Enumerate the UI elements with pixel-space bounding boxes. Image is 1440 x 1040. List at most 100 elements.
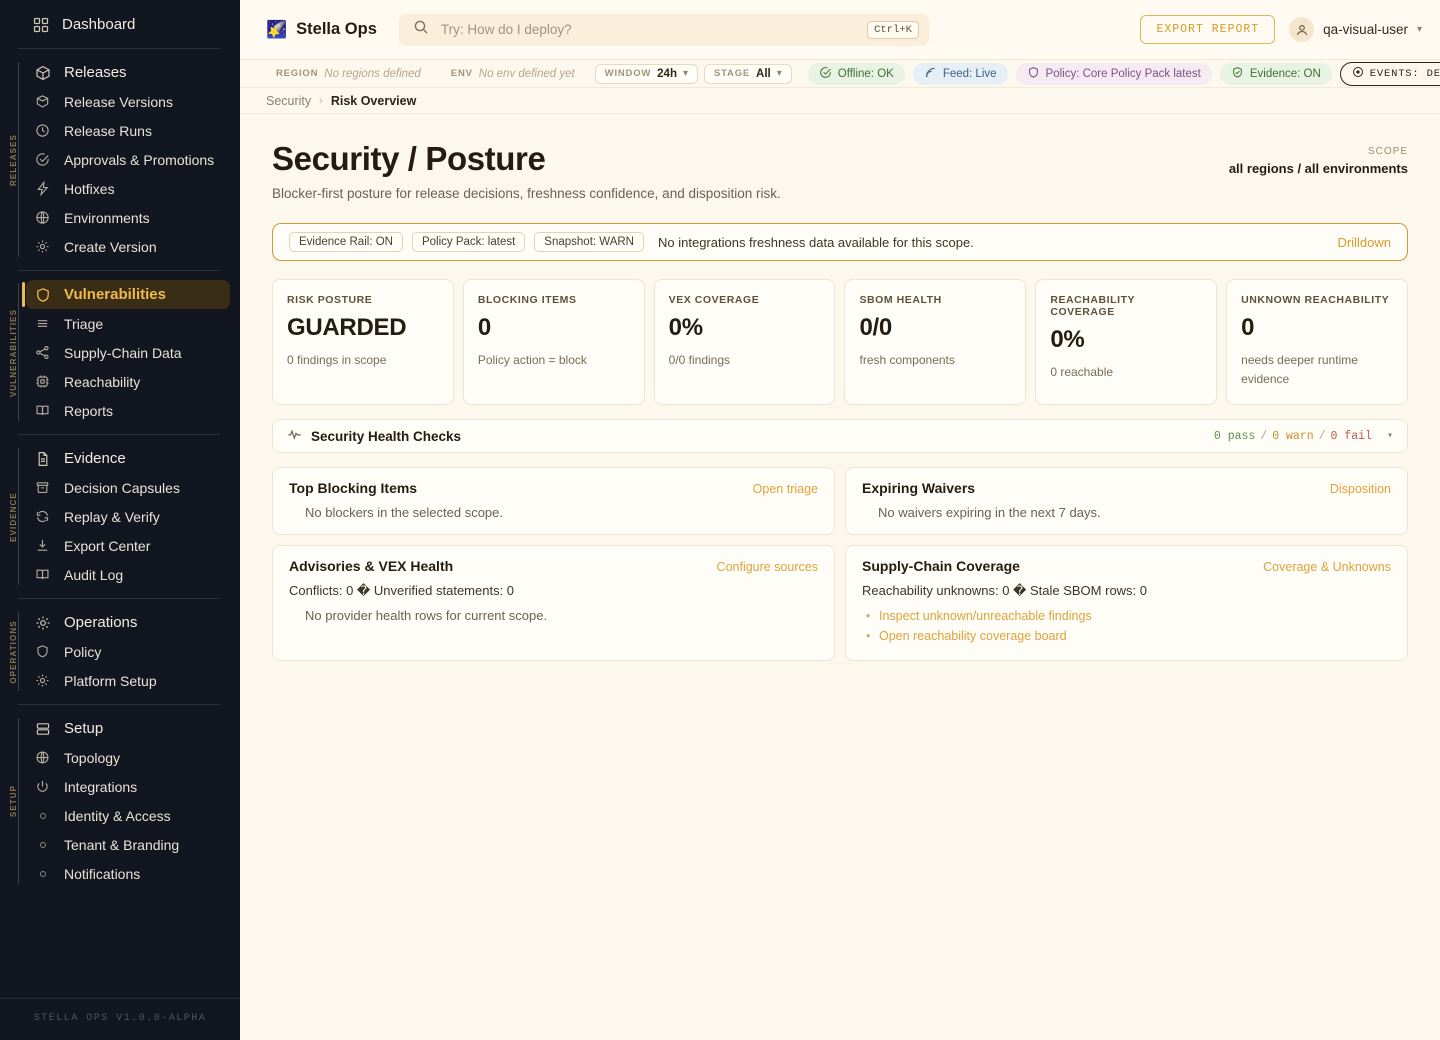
region-key: REGION <box>276 68 319 79</box>
sidebar-item-decision-capsules[interactable]: Decision Capsules <box>26 473 230 502</box>
group-rail <box>18 284 19 421</box>
sidebar-group-vulnerabilities: VULNERABILITIES Vulnerabilities Triage S… <box>0 280 240 425</box>
sidebar-item-label: Hotfixes <box>64 180 115 197</box>
window-filter[interactable]: WINDOW 24h ▾ <box>594 63 699 84</box>
kpi-value: 0% <box>668 314 703 341</box>
shield-icon <box>34 643 51 660</box>
kpi-card-sbom-health: SBOM HEALTH 0/0 fresh components <box>844 279 1027 406</box>
search-input[interactable] <box>440 22 856 37</box>
breadcrumb: Security › Risk Overview <box>240 88 1440 114</box>
sidebar-item-evidence[interactable]: Evidence <box>26 444 230 473</box>
sidebar-item-audit-log[interactable]: Audit Log <box>26 560 230 589</box>
search-box[interactable]: Ctrl+K <box>398 13 929 46</box>
region-filter[interactable]: REGION No regions defined <box>266 65 431 83</box>
sidebar-divider <box>18 704 220 705</box>
panel-stats: Reachability unknowns: 0 � Stale SBOM ro… <box>862 583 1148 599</box>
sidebar-item-label: Releases <box>64 64 127 81</box>
kpi-label: REACHABILITY COVERAGE <box>1050 294 1135 318</box>
sidebar-item-label: Approvals & Promotions <box>64 151 215 168</box>
open-triage-link[interactable]: Open triage <box>752 482 818 497</box>
sidebar-item-release-runs[interactable]: Release Runs <box>26 116 230 145</box>
server-icon <box>34 720 51 737</box>
notice-tag-snapshot: Snapshot: WARN <box>534 232 644 252</box>
sidebar-item-label: Replay & Verify <box>64 508 160 525</box>
stage-filter[interactable]: STAGE All ▾ <box>704 63 792 84</box>
package-icon <box>34 93 51 110</box>
status-badge-feed[interactable]: Feed: Live <box>912 62 1008 85</box>
sidebar-item-label: Vulnerabilities <box>64 286 166 303</box>
sidebar-item-dashboard[interactable]: Dashboard <box>18 10 230 39</box>
sidebar-item-release-versions[interactable]: Release Versions <box>26 87 230 116</box>
status-badge-events[interactable]: EVENTS: DEGRADED <box>1339 61 1440 86</box>
stage-key: STAGE <box>714 68 751 79</box>
sidebar-item-notifications[interactable]: Notifications <box>26 859 230 888</box>
panel-links: Inspect unknown/unreachable findings Ope… <box>862 607 1391 646</box>
sidebar-item-setup[interactable]: Setup <box>26 714 230 743</box>
page-title-block: Security / Posture Blocker-first posture… <box>272 140 781 201</box>
configure-sources-link[interactable]: Configure sources <box>716 560 818 575</box>
kpi-sub: 0 findings in scope <box>287 353 387 367</box>
sidebar-item-releases[interactable]: Releases <box>26 58 230 87</box>
group-rail-label: SETUP <box>9 784 18 818</box>
sidebar-item-integrations[interactable]: Integrations <box>26 772 230 801</box>
power-icon <box>34 778 51 795</box>
status-badge-offline[interactable]: Offline: OK <box>807 62 905 85</box>
sidebar-item-export-center[interactable]: Export Center <box>26 531 230 560</box>
panel-empty-message: No blockers in the selected scope. <box>305 505 503 521</box>
sidebar-item-environments[interactable]: Environments <box>26 203 230 232</box>
sidebar-item-identity-access[interactable]: Identity & Access <box>26 801 230 830</box>
kpi-value: 0/0 <box>859 314 892 341</box>
topbar: 🌠 Stella Ops Ctrl+K EXPORT REPORT qa-vis… <box>240 0 1440 60</box>
sidebar-item-supply-chain-data[interactable]: Supply-Chain Data <box>26 338 230 367</box>
list-icon <box>34 315 51 332</box>
avatar <box>1289 17 1315 42</box>
list-item[interactable]: Inspect unknown/unreachable findings <box>862 607 1391 627</box>
sidebar-item-label: Triage <box>64 315 104 332</box>
page-title: Security / Posture <box>272 140 546 177</box>
chevron-down-icon[interactable]: ▾ <box>1386 431 1393 443</box>
kpi-label: UNKNOWN REACHABILITY <box>1241 294 1390 306</box>
list-item[interactable]: Open reachability coverage board <box>862 627 1391 647</box>
kpi-sub: Policy action = block <box>477 353 587 367</box>
chevron-right-icon: › <box>319 94 323 107</box>
status-badge-policy[interactable]: Policy: Core Policy Pack latest <box>1015 62 1212 85</box>
region-value: No regions defined <box>324 67 421 80</box>
sidebar-item-triage[interactable]: Triage <box>26 309 230 338</box>
sidebar-item-replay-verify[interactable]: Replay & Verify <box>26 502 230 531</box>
sidebar-item-operations[interactable]: Operations <box>26 608 230 637</box>
sidebar-item-label: Export Center <box>64 537 151 554</box>
user-menu[interactable]: qa-visual-user ▾ <box>1289 17 1422 42</box>
book-icon <box>34 566 51 583</box>
sidebar-item-label: Notifications <box>64 865 141 882</box>
sidebar-item-topology[interactable]: Topology <box>26 743 230 772</box>
sidebar-item-create-version[interactable]: Create Version <box>26 232 230 261</box>
kpi-card-risk-posture: RISK POSTURE GUARDED 0 findings in scope <box>272 279 454 406</box>
health-title: Security Health Checks <box>311 428 462 444</box>
security-health-checks-strip[interactable]: Security Health Checks 0 pass / 0 warn /… <box>272 419 1408 454</box>
disposition-link[interactable]: Disposition <box>1329 482 1391 497</box>
sidebar-item-tenant-branding[interactable]: Tenant & Branding <box>26 830 230 859</box>
dot-icon <box>34 836 51 853</box>
sidebar-item-reachability[interactable]: Reachability <box>26 367 230 396</box>
coverage-unknowns-link[interactable]: Coverage & Unknowns <box>1263 560 1391 575</box>
group-rail <box>18 612 19 691</box>
sidebar-item-approvals-promotions[interactable]: Approvals & Promotions <box>26 145 230 174</box>
status-badge-evidence[interactable]: Evidence: ON <box>1219 62 1332 85</box>
sidebar-group-releases: RELEASES Releases Release Versions Relea… <box>0 58 240 261</box>
drilldown-link[interactable]: Drilldown <box>1337 234 1391 250</box>
brand[interactable]: 🌠 Stella Ops <box>266 20 377 39</box>
sidebar-item-vulnerabilities[interactable]: Vulnerabilities <box>22 280 230 309</box>
group-rail-label: RELEASES <box>9 133 18 186</box>
status-label: Evidence: ON <box>1249 67 1321 80</box>
sidebar-item-platform-setup[interactable]: Platform Setup <box>26 666 230 695</box>
kpi-card-reachability-coverage: REACHABILITY COVERAGE 0% 0 reachable <box>1035 279 1218 406</box>
sidebar-item-label: Release Versions <box>64 93 173 110</box>
panel-advisories-vex-health: Advisories & VEX Health Configure source… <box>272 545 835 661</box>
breadcrumb-parent[interactable]: Security <box>266 93 312 108</box>
sidebar-item-policy[interactable]: Policy <box>26 637 230 666</box>
export-report-button[interactable]: EXPORT REPORT <box>1140 15 1276 44</box>
sidebar-item-hotfixes[interactable]: Hotfixes <box>26 174 230 203</box>
sidebar-item-reports[interactable]: Reports <box>26 396 230 425</box>
env-filter[interactable]: ENV No env defined yet <box>441 65 585 83</box>
